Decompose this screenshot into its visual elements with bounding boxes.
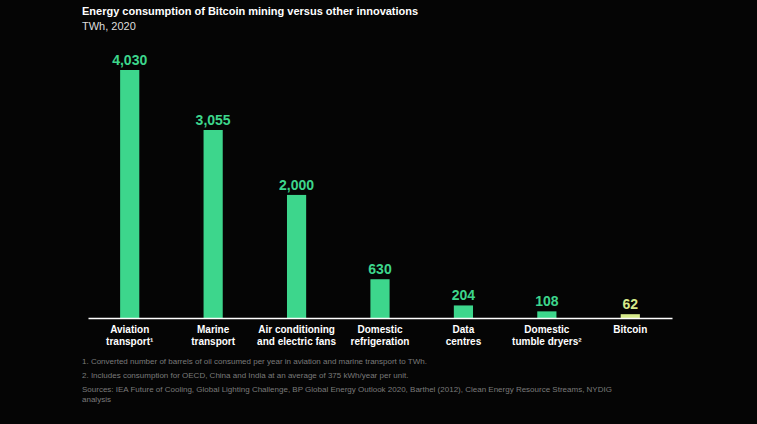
- tick-label: Datacentres: [446, 324, 482, 347]
- tick-label: Domesticrefrigeration: [351, 324, 410, 347]
- footnotes: 1. Converted number of barrels of oil co…: [82, 357, 612, 404]
- x-axis: Aviationtransport¹ Marinetransport Air con…: [89, 319, 673, 347]
- bar: [370, 279, 389, 318]
- tick-label: Aviationtransport¹: [106, 324, 154, 347]
- tick: Marinetransport: [191, 324, 236, 347]
- bar: [287, 195, 306, 318]
- bar: [621, 314, 640, 318]
- data-label: 630: [368, 261, 392, 277]
- bar: [454, 305, 473, 318]
- tick-label: Marinetransport: [191, 324, 236, 347]
- tick-label: Bitcoin: [613, 324, 647, 335]
- bars: [120, 70, 640, 318]
- tick: Datacentres: [446, 324, 482, 347]
- axis-line: [89, 318, 673, 320]
- tick: Domestictumble dryers²: [512, 324, 582, 347]
- tick-label: Domestictumble dryers²: [512, 324, 582, 347]
- bar: [537, 311, 556, 318]
- data-label: 108: [535, 293, 559, 309]
- tick-label: Air conditioningand electric fans: [257, 324, 336, 347]
- bar: [120, 70, 139, 318]
- footnote: 2. Includes consumption for OECD, China …: [82, 371, 408, 380]
- tick: Bitcoin: [613, 324, 647, 335]
- tick: Domesticrefrigeration: [351, 324, 410, 347]
- data-label: 204: [452, 287, 476, 303]
- footnote: Sources: IEA Future of Cooling, Global L…: [82, 385, 612, 404]
- data-label: 3,055: [196, 112, 231, 128]
- data-label: 62: [622, 296, 638, 312]
- tick: Aviationtransport¹: [106, 324, 154, 347]
- footnote: 1. Converted number of barrels of oil co…: [82, 357, 427, 366]
- chart: Energy consumption of Bitcoin mining ver…: [0, 0, 757, 424]
- data-label: 4,030: [112, 52, 147, 68]
- bar: [204, 130, 223, 318]
- title: Energy consumption of Bitcoin mining ver…: [82, 5, 418, 17]
- data-labels: 4,030 3,055 2,000 630 204 108 62: [112, 52, 638, 312]
- data-label: 2,000: [279, 177, 314, 193]
- subtitle: TWh, 2020: [82, 20, 136, 32]
- background: [0, 0, 757, 424]
- tick: Air conditioningand electric fans: [257, 324, 336, 347]
